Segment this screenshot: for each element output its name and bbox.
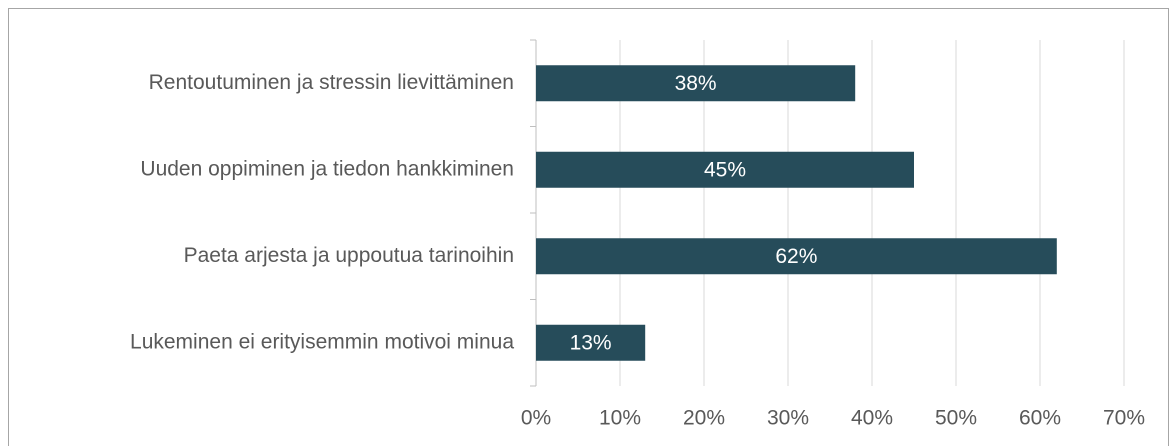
x-tick-label: 70%: [1103, 407, 1145, 430]
data-label: 38%: [675, 72, 717, 95]
bar: [536, 65, 856, 102]
x-tick-label: 30%: [767, 407, 809, 430]
data-label: 62%: [775, 245, 817, 268]
bar: [536, 238, 1057, 275]
y-tick-label: Uuden oppiminen ja tiedon hankkiminen: [140, 157, 514, 180]
x-tick-label: 60%: [1019, 407, 1061, 430]
data-label: 45%: [704, 158, 746, 181]
bar: [536, 324, 646, 361]
x-tick-label: 50%: [935, 407, 977, 430]
chart-frame: [8, 8, 1169, 446]
data-label: 13%: [570, 331, 612, 354]
y-tick-label: Paeta arjesta ja uppoutua tarinoihin: [184, 244, 514, 267]
x-tick-label: 10%: [599, 407, 641, 430]
y-tick-label: Lukeminen ei erityisemmin motivoi minua: [130, 330, 514, 353]
x-tick-label: 40%: [851, 407, 893, 430]
bar: [536, 151, 914, 188]
x-tick-label: 20%: [683, 407, 725, 430]
x-tick-label: 0%: [521, 407, 551, 430]
y-tick-label: Rentoutuminen ja stressin lievittäminen: [149, 71, 514, 94]
